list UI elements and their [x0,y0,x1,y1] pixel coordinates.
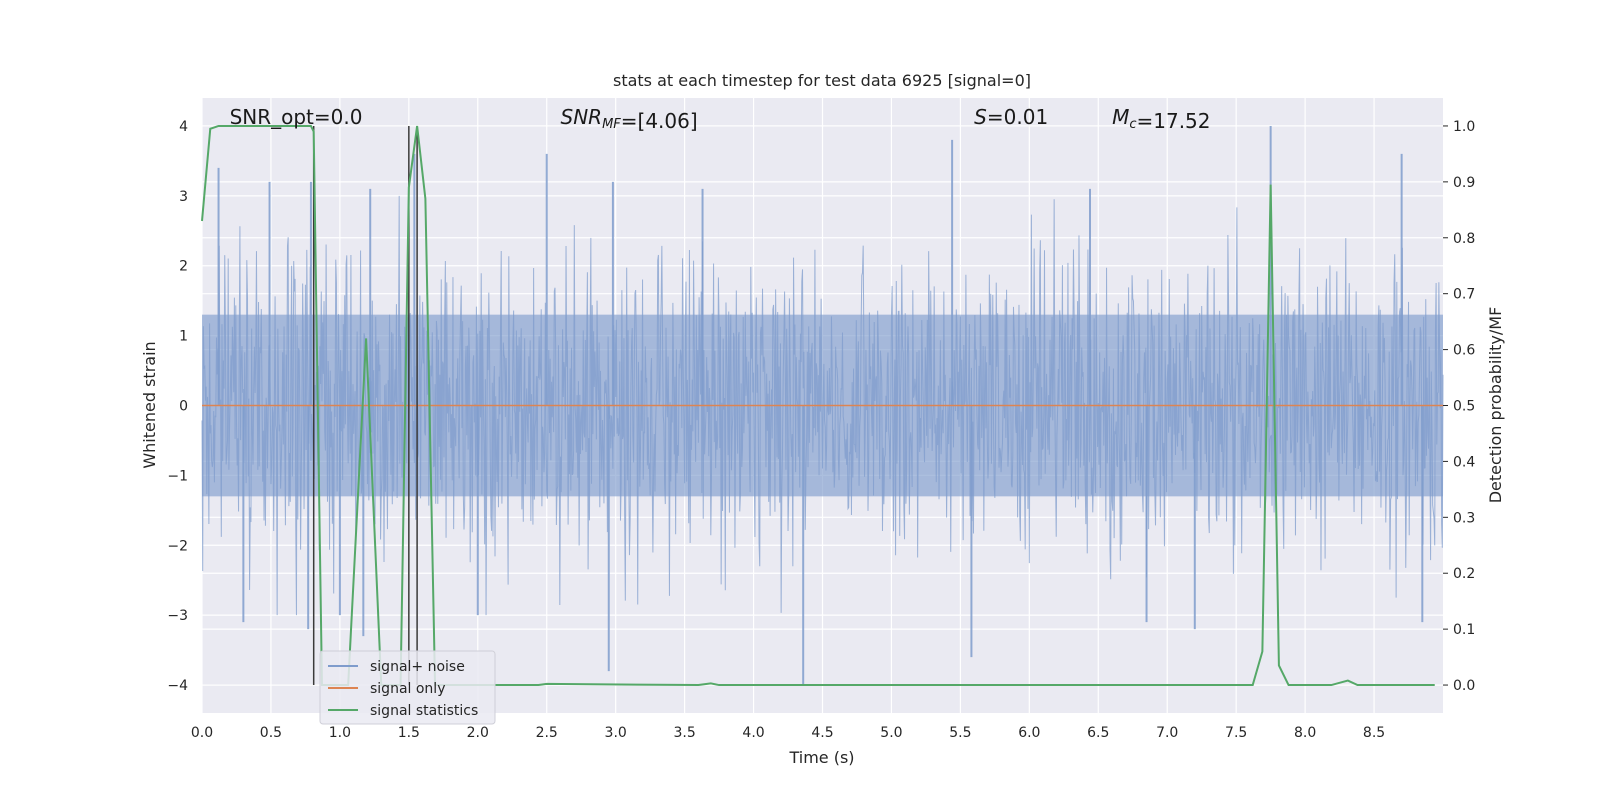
x-ticks: 0.0 0.5 1.0 1.5 2.0 2.5 3.0 3.5 4.0 4.5 5.0 5.5 6.0 6… [191,725,1385,741]
x-tick-label: 5.5 [949,725,971,741]
x-tick-label: 7.0 [1156,725,1178,741]
y-tick-label-left: −4 [167,678,188,694]
y-tick-label-left: −3 [167,608,188,624]
x-tick-label: 5.0 [880,725,902,741]
x-tick-label: 3.0 [605,725,627,741]
y-tick-label-right: 1.0 [1453,119,1475,135]
y-tick-label-right: 0.3 [1453,510,1475,526]
y-ticks-left: −4 −3 −2 −1 0 1 2 3 4 [167,119,188,694]
legend-label: signal only [370,681,445,697]
y-tick-label-left: −1 [167,468,188,484]
y-tick-label-right: 0.4 [1453,454,1475,470]
y-tick-label-right: 0.8 [1453,231,1475,247]
x-tick-label: 1.5 [398,725,420,741]
x-tick-label: 1.0 [329,725,351,741]
y-tick-label-left: 3 [179,189,188,205]
legend-label: signal+ noise [370,659,465,675]
legend: signal+ noise signal only signal statistic… [319,650,496,725]
x-tick-label: 2.5 [536,725,558,741]
x-tick-label: 8.0 [1294,725,1316,741]
y-tick-label-left: 4 [179,119,188,135]
y-tick-label-right: 0.5 [1453,399,1475,415]
x-tick-label: 3.5 [673,725,695,741]
y-axis-label-left: Whitened strain [140,341,159,468]
annotation-text: S=0.01 [974,105,1048,129]
y-tick-label-left: 0 [179,399,188,415]
annotation-text: SNR_opt=0.0 [230,105,363,129]
annotations: SNR_opt=0.0 SNRMF=[4.06] S=0.01 Mc=17.52 [230,105,1211,133]
x-tick-label: 0.0 [191,725,213,741]
y-tick-label-left: 1 [179,329,188,345]
y-tick-label-left: −2 [167,538,188,554]
y-tick-label-right: 0.0 [1453,678,1475,694]
x-tick-label: 6.5 [1087,725,1109,741]
y-tick-label-right: 0.6 [1453,343,1475,359]
annotation-text: Mc=17.52 [1112,105,1210,133]
x-axis-label: Time (s) [788,748,854,767]
x-tick-label: 4.0 [742,725,764,741]
y-axis-label-right: Detection probability/MF [1486,307,1505,504]
x-tick-label: 7.5 [1225,725,1247,741]
y-tick-label-right: 0.1 [1453,622,1475,638]
annotation-text: SNRMF=[4.06] [561,105,698,133]
y-tick-label-right: 0.7 [1453,287,1475,303]
x-tick-label: 0.5 [260,725,282,741]
chart-title: stats at each timestep for test data 692… [613,71,1031,90]
x-tick-label: 6.0 [1018,725,1040,741]
legend-label: signal statistics [370,703,478,719]
y-ticks-right: 0.0 0.1 0.2 0.3 0.4 0.5 0.6 0.7 0.8 0.9 1.0 [1443,119,1475,694]
y-tick-label-right: 0.9 [1453,175,1475,191]
y-tick-label-right: 0.2 [1453,566,1475,582]
legend-box [319,650,496,725]
y-tick-label-left: 2 [179,259,188,275]
x-tick-label: 8.5 [1363,725,1385,741]
x-tick-label: 2.0 [467,725,489,741]
x-tick-label: 4.5 [811,725,833,741]
